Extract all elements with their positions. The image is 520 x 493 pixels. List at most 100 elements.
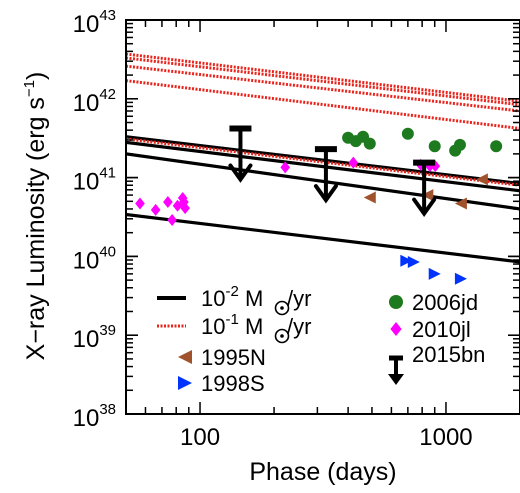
legend-entry-2010jl: 2010jl: [390, 317, 471, 342]
y-tick-base: 10: [73, 247, 100, 274]
y-tick-exponent: 41: [99, 165, 116, 182]
y-tick-label-2: 1040: [73, 243, 116, 274]
legend-limit-arrowhead: [388, 374, 404, 385]
y-tick-exponent: 40: [99, 243, 116, 260]
point-2010jl-3: [167, 213, 177, 226]
legend-unit: M: [239, 286, 263, 311]
sun-symbol-ring: [274, 328, 290, 344]
legend-unit: M: [239, 314, 263, 339]
legend-label-2010jl: 2010jl: [412, 317, 471, 342]
legend-per-1e-2: /yr: [287, 286, 311, 311]
y-tick-base: 10: [73, 11, 100, 38]
point-2010jl-1: [150, 203, 161, 216]
y-tick-label-5: 1043: [73, 7, 116, 38]
upper-limit-arrowhead: [313, 184, 338, 204]
upper-limit-arrowhead: [412, 197, 437, 218]
model-line-1e-1-8: [126, 137, 520, 187]
series-2006jd: [342, 127, 503, 157]
legend-label-1e-2: 10-2 M: [201, 283, 263, 311]
point-2006jd-3: [363, 137, 376, 150]
point-2010jl-9: [348, 156, 359, 169]
y-tick-exponent: 38: [99, 401, 116, 418]
x-tick-label-1: 1000: [419, 424, 472, 451]
legend-entry-2006jd: 2006jd: [389, 290, 478, 315]
legend-entry-1998S: 1998S: [178, 371, 265, 396]
sun-symbol-dot: [280, 334, 284, 338]
point-1998S-0: [400, 254, 413, 267]
model-line-1e-2-2: [126, 140, 520, 193]
point-2006jd-5: [428, 140, 441, 153]
legend-marker-2010jl: [390, 322, 402, 336]
legend-base: 10: [201, 286, 225, 311]
legend-label-1e-1: 10-1 M: [201, 311, 263, 339]
model-line-1e-1-6: [126, 56, 520, 107]
y-axis-title: X−ray Luminosity (erg s−1): [21, 72, 50, 361]
point-2010jl-0: [135, 197, 145, 210]
point-2015bn-1: [313, 146, 338, 204]
legend-marker-2006jd: [389, 295, 403, 309]
legend-per-1e-1: /yr: [287, 314, 311, 339]
model-line-1e-2-0: [126, 212, 520, 264]
x-axis-title: Phase (days): [249, 458, 396, 486]
legend-exponent: -1: [225, 311, 238, 328]
y-tick-label-0: 1038: [73, 401, 116, 432]
point-2015bn-0: [228, 125, 253, 183]
point-1998S-2: [428, 267, 441, 280]
x-tick-label-0: 100: [180, 424, 220, 451]
legend-exponent: -2: [225, 283, 238, 300]
y-tick-base: 10: [73, 169, 100, 196]
legend-entry-1e-2: 10-2 M/yr: [157, 283, 311, 316]
y-tick-label-4: 1042: [73, 86, 116, 117]
plot-frame: [125, 19, 520, 415]
model-line-1e-2-1: [126, 152, 520, 211]
series-1995N: [363, 173, 488, 210]
legend-label-2015bn: 2015bn: [412, 342, 485, 367]
legend-label-1995N: 1995N: [201, 345, 266, 370]
y-axis-title-close: ): [22, 72, 50, 80]
y-axis-title-main: X−ray Luminosity (erg s: [22, 97, 50, 360]
legend-entry-1e-1: 10-1 M/yr: [157, 311, 311, 344]
point-1995N-0: [363, 191, 376, 204]
point-2010jl-7: [180, 202, 190, 215]
y-tick-base: 10: [73, 405, 100, 432]
point-1995N-3: [475, 173, 488, 186]
y-tick-exponent: 43: [99, 7, 116, 24]
legend-marker-1995N: [178, 350, 192, 364]
y-tick-exponent: 39: [99, 322, 116, 339]
point-2006jd-7: [453, 138, 466, 151]
legend-entry-1995N: 1995N: [178, 345, 266, 370]
y-tick-exponent: 42: [99, 86, 116, 103]
legend-marker-1998S: [178, 376, 192, 390]
point-2010jl-6: [179, 196, 189, 209]
series-2015bn: [228, 125, 437, 218]
model-line-1e-2-3: [126, 135, 520, 186]
point-1995N-1: [421, 189, 434, 202]
point-2010jl-8: [280, 161, 291, 174]
y-tick-base: 10: [73, 90, 100, 117]
sun-symbol-ring: [274, 300, 290, 316]
legend-base: 10: [201, 314, 225, 339]
point-1998S-3: [454, 272, 467, 285]
point-2006jd-8: [490, 140, 503, 153]
point-2010jl-2: [163, 196, 173, 209]
series-1998S: [400, 254, 467, 285]
data-points: [135, 125, 503, 285]
model-line-1e-1-5: [126, 64, 520, 113]
y-axis-title-sup: −1: [21, 80, 38, 97]
point-2015bn-2: [412, 159, 437, 218]
model-line-1e-1-7: [126, 52, 520, 103]
sun-symbol-dot: [280, 306, 284, 310]
upper-limit-arrowhead: [228, 163, 253, 183]
y-tick-label-1: 1039: [73, 322, 116, 353]
point-2006jd-4: [401, 127, 414, 140]
point-1995N-2: [454, 197, 467, 210]
model-line-1e-1-4: [126, 79, 520, 130]
legend-entry-2015bn: 2015bn: [388, 342, 485, 385]
y-tick-base: 10: [73, 326, 100, 353]
legend-label-2006jd: 2006jd: [412, 290, 478, 315]
legend-label-1998S: 1998S: [201, 371, 265, 396]
model-lines: [126, 52, 520, 264]
